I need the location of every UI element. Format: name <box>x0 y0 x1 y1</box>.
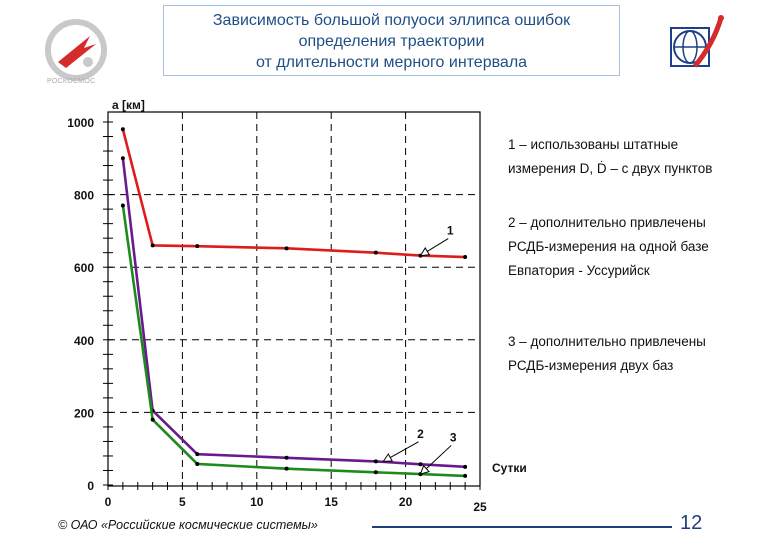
series-1-point <box>195 244 200 249</box>
y-tick-label-200: 200 <box>74 406 94 420</box>
series-2-point <box>373 459 378 464</box>
x-tick-label-25: 25 <box>473 500 487 514</box>
series-line-2 <box>121 158 466 469</box>
x-tick-label-0: 0 <box>105 495 112 509</box>
x-tick-label-20: 20 <box>399 495 413 509</box>
series-1-point <box>463 255 468 260</box>
annotation-arrowhead-2 <box>382 453 394 462</box>
legend-3-line-1: 3 – дополнительно привлечены <box>508 334 706 349</box>
y-tick-label-1000: 1000 <box>67 116 94 130</box>
series-3-point <box>120 203 125 208</box>
page-number: 12 <box>680 512 703 534</box>
series-1-point <box>284 246 289 251</box>
annotation-label-1: 1 <box>447 224 454 238</box>
y-tick-label-600: 600 <box>74 261 94 275</box>
series-3-point <box>284 466 289 471</box>
series-2-point <box>120 156 125 161</box>
footer-divider <box>372 526 672 528</box>
y-axis-label: a [км] <box>112 98 145 112</box>
title-line-3: от длительности мерного интервала <box>255 54 528 71</box>
annotation-arrowhead-3 <box>419 464 430 475</box>
legend-item-2: 2 – дополнительно привлечены РСДБ-измере… <box>508 211 768 283</box>
legend-1-line-1: 1 – использованы штатные <box>508 137 679 152</box>
series-3-point <box>373 470 378 475</box>
legend-3-line-2: РСДБ-измерения двух баз <box>508 358 674 373</box>
title-line-1: Зависимость большой полуоси эллипса ошиб… <box>212 12 571 29</box>
series-2-point <box>418 462 423 467</box>
series-line-1 <box>121 128 466 259</box>
legend-1-line-2: измерения D, Ḋ – с двух пунктов <box>508 161 713 176</box>
logo-caption: РОСКОСМОС <box>47 78 96 85</box>
series-1-point <box>150 243 155 248</box>
plot-frame <box>107 111 481 487</box>
series-1-point <box>373 250 378 255</box>
annotation-label-2: 2 <box>417 427 424 441</box>
x-axis-label: Сутки <box>492 461 527 475</box>
company-emblem-icon <box>670 15 724 68</box>
annotation-label-3: 3 <box>450 430 457 444</box>
y-tick-label-400: 400 <box>74 334 94 348</box>
series-3-point <box>195 461 200 466</box>
legend-2-line-3: Евпатория - Уссурийск <box>508 263 650 278</box>
x-tick-label-15: 15 <box>325 495 339 509</box>
roscosmos-logo-icon <box>45 19 107 81</box>
x-tick-label-10: 10 <box>250 495 264 509</box>
copyright-text: © ОАО «Российские космические системы» <box>58 518 318 532</box>
legend-2-line-1: 2 – дополнительно привлечены <box>508 215 706 230</box>
y-tick-label-800: 800 <box>74 189 94 203</box>
y-tick-label-0: 0 <box>87 479 94 493</box>
x-tick-label-5: 5 <box>179 495 186 509</box>
annotation-arrowhead-1 <box>419 247 431 257</box>
series-3-point <box>463 473 468 478</box>
series-2-point <box>463 464 468 469</box>
series-2-point <box>195 452 200 457</box>
title-line-2: определения траектории <box>298 33 485 50</box>
series-2-point <box>284 455 289 460</box>
page-title: Зависимость большой полуоси эллипса ошиб… <box>163 5 620 76</box>
legend-item-1: 1 – использованы штатные измерения D, Ḋ … <box>508 133 768 181</box>
legend-item-3: 3 – дополнительно привлечены РСДБ-измере… <box>508 330 768 378</box>
series-3-point <box>150 417 155 422</box>
series-1-point <box>120 127 125 132</box>
legend-2-line-2: РСДБ-измерения на одной базе <box>508 239 709 254</box>
